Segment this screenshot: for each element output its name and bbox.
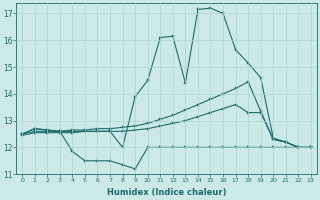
X-axis label: Humidex (Indice chaleur): Humidex (Indice chaleur): [107, 188, 226, 197]
